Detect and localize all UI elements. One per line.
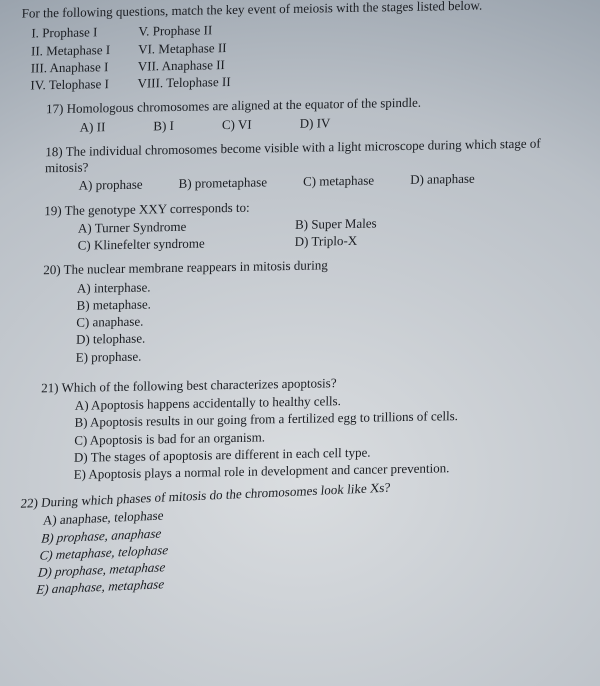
question-19: 19) The genotype XXY corresponds to: A) … (44, 193, 579, 254)
key-col-left: I. Prophase I II. Metaphase I III. Anaph… (30, 24, 110, 93)
key-columns: I. Prophase I II. Metaphase I III. Anaph… (30, 16, 581, 94)
key-item: VIII. Telophase II (137, 74, 230, 92)
question-17: 17) Homologous chromosomes are aligned a… (46, 92, 581, 136)
question-22: 22) During which phases of mitosis do th… (11, 472, 578, 600)
option: B) I (153, 117, 174, 134)
option: A) Turner Syndrome (78, 218, 205, 236)
option: D) Triplo-X (295, 232, 377, 250)
question-18: 18) The individual chromosomes become vi… (45, 135, 580, 195)
key-item: VI. Metaphase II (138, 39, 231, 57)
key-item: III. Anaphase I (31, 59, 110, 77)
option: B) Super Males (295, 215, 377, 233)
worksheet-page: For the following questions, match the k… (0, 0, 600, 686)
key-item: VII. Anaphase II (138, 57, 231, 75)
key-item: V. Prophase II (138, 22, 231, 40)
options-two-col: A) Turner Syndrome C) Klinefelter syndro… (78, 212, 579, 254)
option: C) metaphase (303, 173, 374, 190)
option: D) anaphase (410, 171, 475, 188)
key-item: IV. Telophase I (30, 76, 109, 94)
option: B) prometaphase (178, 175, 267, 193)
option: C) VI (222, 116, 252, 133)
option: A) prophase (79, 177, 143, 194)
option: C) Klinefelter syndrome (78, 235, 205, 253)
option: A) II (80, 119, 106, 136)
question-20: 20) The nuclear membrane reappears in mi… (42, 253, 578, 366)
key-item: II. Metaphase I (31, 42, 110, 60)
question-21: 21) Which of the following best characte… (40, 371, 576, 484)
options-col: A) interphase. B) metaphase. C) anaphase… (76, 271, 577, 365)
option: D) IV (300, 115, 331, 132)
key-item: I. Prophase I (31, 24, 110, 42)
options-col: A) Apoptosis happens accidentally to hea… (74, 389, 575, 483)
key-col-right: V. Prophase II VI. Metaphase II VII. Ana… (137, 22, 231, 92)
